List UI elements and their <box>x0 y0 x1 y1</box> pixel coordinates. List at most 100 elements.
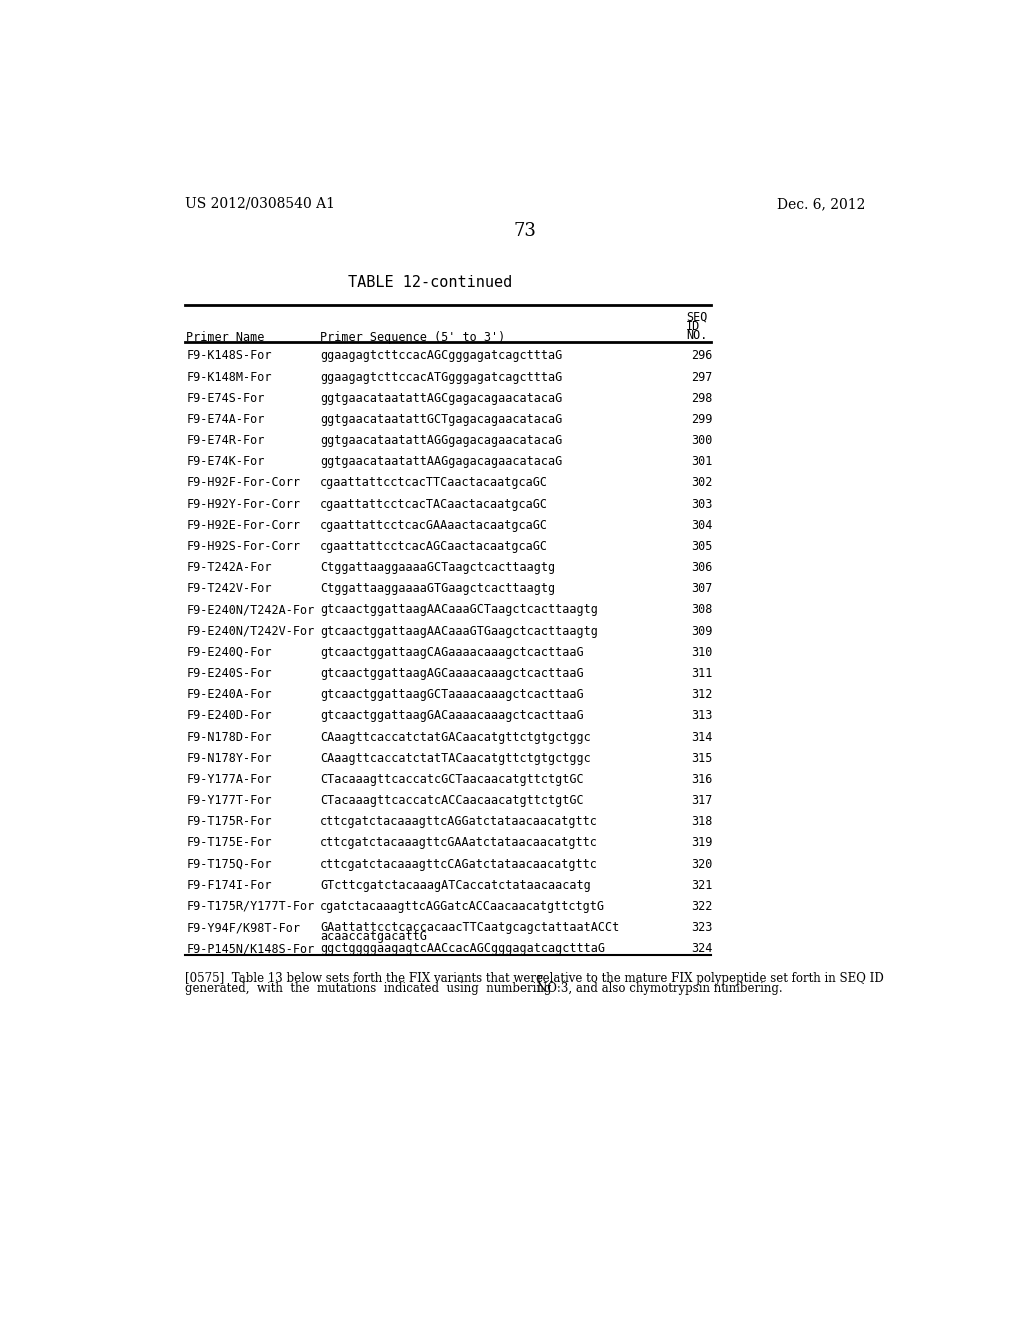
Text: 302: 302 <box>691 477 712 490</box>
Text: 320: 320 <box>691 858 712 871</box>
Text: F9-Y177A-For: F9-Y177A-For <box>186 774 271 785</box>
Text: ggtgaacataatattAGCgagacagaacatacaG: ggtgaacataatattAGCgagacagaacatacaG <box>321 392 562 405</box>
Text: F9-T242A-For: F9-T242A-For <box>186 561 271 574</box>
Text: F9-E74K-For: F9-E74K-For <box>186 455 264 469</box>
Text: 300: 300 <box>691 434 712 447</box>
Text: cttcgatctacaaagttcCAGatctataacaacatgttc: cttcgatctacaaagttcCAGatctataacaacatgttc <box>321 858 598 871</box>
Text: Primer Sequence (5' to 3'): Primer Sequence (5' to 3') <box>321 331 506 345</box>
Text: acaaccatgacattG: acaaccatgacattG <box>321 931 427 944</box>
Text: 307: 307 <box>691 582 712 595</box>
Text: 313: 313 <box>691 709 712 722</box>
Text: 296: 296 <box>691 350 712 363</box>
Text: TABLE 12-continued: TABLE 12-continued <box>348 276 512 290</box>
Text: 312: 312 <box>691 688 712 701</box>
Text: cttcgatctacaaagttcGAAatctataacaacatgttc: cttcgatctacaaagttcGAAatctataacaacatgttc <box>321 837 598 849</box>
Text: GTcttcgatctacaaagATCaccatctataacaacatg: GTcttcgatctacaaagATCaccatctataacaacatg <box>321 879 591 892</box>
Text: gtcaactggattaagCAGaaaacaaagctcacttaaG: gtcaactggattaagCAGaaaacaaagctcacttaaG <box>321 645 584 659</box>
Text: F9-H92F-For-Corr: F9-H92F-For-Corr <box>186 477 300 490</box>
Text: F9-T242V-For: F9-T242V-For <box>186 582 271 595</box>
Text: 304: 304 <box>691 519 712 532</box>
Text: ggtgaacataatattAAGgagacagaacatacaG: ggtgaacataatattAAGgagacagaacatacaG <box>321 455 562 469</box>
Text: [0575]  Table 13 below sets forth the FIX variants that were: [0575] Table 13 below sets forth the FIX… <box>184 972 543 985</box>
Text: F9-E240N/T242A-For: F9-E240N/T242A-For <box>186 603 314 616</box>
Text: 73: 73 <box>513 222 537 239</box>
Text: NO.: NO. <box>686 330 708 342</box>
Text: 299: 299 <box>691 413 712 426</box>
Text: 321: 321 <box>691 879 712 892</box>
Text: F9-Y94F/K98T-For: F9-Y94F/K98T-For <box>186 921 300 935</box>
Text: GAattattcctcaccacaacTTCaatgcagctattaatACCt: GAattattcctcaccacaacTTCaatgcagctattaatAC… <box>321 921 620 935</box>
Text: CAaagttcaccatctatTACaacatgttctgtgctggc: CAaagttcaccatctatTACaacatgttctgtgctggc <box>321 751 591 764</box>
Text: CAaagttcaccatctatGACaacatgttctgtgctggc: CAaagttcaccatctatGACaacatgttctgtgctggc <box>321 730 591 743</box>
Text: 309: 309 <box>691 624 712 638</box>
Text: F9-T175Q-For: F9-T175Q-For <box>186 858 271 871</box>
Text: cgaattattcctcacTTCaactacaatgcaGC: cgaattattcctcacTTCaactacaatgcaGC <box>321 477 548 490</box>
Text: 303: 303 <box>691 498 712 511</box>
Text: 318: 318 <box>691 816 712 828</box>
Text: Dec. 6, 2012: Dec. 6, 2012 <box>777 197 866 211</box>
Text: F9-T175R-For: F9-T175R-For <box>186 816 271 828</box>
Text: cgaattattcctcacGAAaactacaatgcaGC: cgaattattcctcacGAAaactacaatgcaGC <box>321 519 548 532</box>
Text: F9-H92S-For-Corr: F9-H92S-For-Corr <box>186 540 300 553</box>
Text: gtcaactggattaagAACaaaGTGaagctcacttaagtg: gtcaactggattaagAACaaaGTGaagctcacttaagtg <box>321 624 598 638</box>
Text: gtcaactggattaagGACaaaacaaagctcacttaaG: gtcaactggattaagGACaaaacaaagctcacttaaG <box>321 709 584 722</box>
Text: F9-E74R-For: F9-E74R-For <box>186 434 264 447</box>
Text: ggtgaacataatattAGGgagacagaacatacaG: ggtgaacataatattAGGgagacagaacatacaG <box>321 434 562 447</box>
Text: F9-N178D-For: F9-N178D-For <box>186 730 271 743</box>
Text: CtggattaaggaaaaGTGaagctcacttaagtg: CtggattaaggaaaaGTGaagctcacttaagtg <box>321 582 555 595</box>
Text: 298: 298 <box>691 392 712 405</box>
Text: F9-E240N/T242V-For: F9-E240N/T242V-For <box>186 624 314 638</box>
Text: 314: 314 <box>691 730 712 743</box>
Text: NO:3, and also chymotrypsin numbering.: NO:3, and also chymotrypsin numbering. <box>538 982 782 994</box>
Text: F9-E240S-For: F9-E240S-For <box>186 667 271 680</box>
Text: SEQ: SEQ <box>686 312 708 323</box>
Text: cgaattattcctcacTACaactacaatgcaGC: cgaattattcctcacTACaactacaatgcaGC <box>321 498 548 511</box>
Text: Primer Name: Primer Name <box>186 331 264 345</box>
Text: ggctggggaagagtcAACcacAGCgggagatcagctttaG: ggctggggaagagtcAACcacAGCgggagatcagctttaG <box>321 942 605 956</box>
Text: cgaattattcctcacAGCaactacaatgcaGC: cgaattattcctcacAGCaactacaatgcaGC <box>321 540 548 553</box>
Text: F9-H92E-For-Corr: F9-H92E-For-Corr <box>186 519 300 532</box>
Text: 323: 323 <box>691 921 712 935</box>
Text: CTacaaagttcaccatcGCTaacaacatgttctgtGC: CTacaaagttcaccatcGCTaacaacatgttctgtGC <box>321 774 584 785</box>
Text: 315: 315 <box>691 751 712 764</box>
Text: F9-Y177T-For: F9-Y177T-For <box>186 795 271 807</box>
Text: 324: 324 <box>691 942 712 956</box>
Text: gtcaactggattaagAACaaaGCTaagctcacttaagtg: gtcaactggattaagAACaaaGCTaagctcacttaagtg <box>321 603 598 616</box>
Text: 301: 301 <box>691 455 712 469</box>
Text: CTacaaagttcaccatcACCaacaacatgttctgtGC: CTacaaagttcaccatcACCaacaacatgttctgtGC <box>321 795 584 807</box>
Text: ggaagagtcttccacATGgggagatcagctttaG: ggaagagtcttccacATGgggagatcagctttaG <box>321 371 562 384</box>
Text: F9-E240D-For: F9-E240D-For <box>186 709 271 722</box>
Text: 311: 311 <box>691 667 712 680</box>
Text: gtcaactggattaagGCTaaaacaaagctcacttaaG: gtcaactggattaagGCTaaaacaaagctcacttaaG <box>321 688 584 701</box>
Text: F9-P145N/K148S-For: F9-P145N/K148S-For <box>186 942 314 956</box>
Text: cttcgatctacaaagttcAGGatctataacaacatgttc: cttcgatctacaaagttcAGGatctataacaacatgttc <box>321 816 598 828</box>
Text: F9-T175E-For: F9-T175E-For <box>186 837 271 849</box>
Text: F9-F174I-For: F9-F174I-For <box>186 879 271 892</box>
Text: F9-E74A-For: F9-E74A-For <box>186 413 264 426</box>
Text: F9-N178Y-For: F9-N178Y-For <box>186 751 271 764</box>
Text: US 2012/0308540 A1: US 2012/0308540 A1 <box>184 197 335 211</box>
Text: 317: 317 <box>691 795 712 807</box>
Text: 322: 322 <box>691 900 712 913</box>
Text: 316: 316 <box>691 774 712 785</box>
Text: F9-T175R/Y177T-For: F9-T175R/Y177T-For <box>186 900 314 913</box>
Text: F9-E240Q-For: F9-E240Q-For <box>186 645 271 659</box>
Text: 310: 310 <box>691 645 712 659</box>
Text: cgatctacaaagttcAGGatcACCaacaacatgttctgtG: cgatctacaaagttcAGGatcACCaacaacatgttctgtG <box>321 900 605 913</box>
Text: relative to the mature FIX polypeptide set forth in SEQ ID: relative to the mature FIX polypeptide s… <box>538 972 884 985</box>
Text: 297: 297 <box>691 371 712 384</box>
Text: ggtgaacataatattGCTgagacagaacatacaG: ggtgaacataatattGCTgagacagaacatacaG <box>321 413 562 426</box>
Text: gtcaactggattaagAGCaaaacaaagctcacttaaG: gtcaactggattaagAGCaaaacaaagctcacttaaG <box>321 667 584 680</box>
Text: 305: 305 <box>691 540 712 553</box>
Text: 319: 319 <box>691 837 712 849</box>
Text: F9-K148M-For: F9-K148M-For <box>186 371 271 384</box>
Text: ggaagagtcttccacAGCgggagatcagctttaG: ggaagagtcttccacAGCgggagatcagctttaG <box>321 350 562 363</box>
Text: F9-H92Y-For-Corr: F9-H92Y-For-Corr <box>186 498 300 511</box>
Text: F9-E74S-For: F9-E74S-For <box>186 392 264 405</box>
Text: 306: 306 <box>691 561 712 574</box>
Text: F9-K148S-For: F9-K148S-For <box>186 350 271 363</box>
Text: ID: ID <box>686 321 700 333</box>
Text: F9-E240A-For: F9-E240A-For <box>186 688 271 701</box>
Text: 308: 308 <box>691 603 712 616</box>
Text: generated,  with  the  mutations  indicated  using  numbering: generated, with the mutations indicated … <box>184 982 551 994</box>
